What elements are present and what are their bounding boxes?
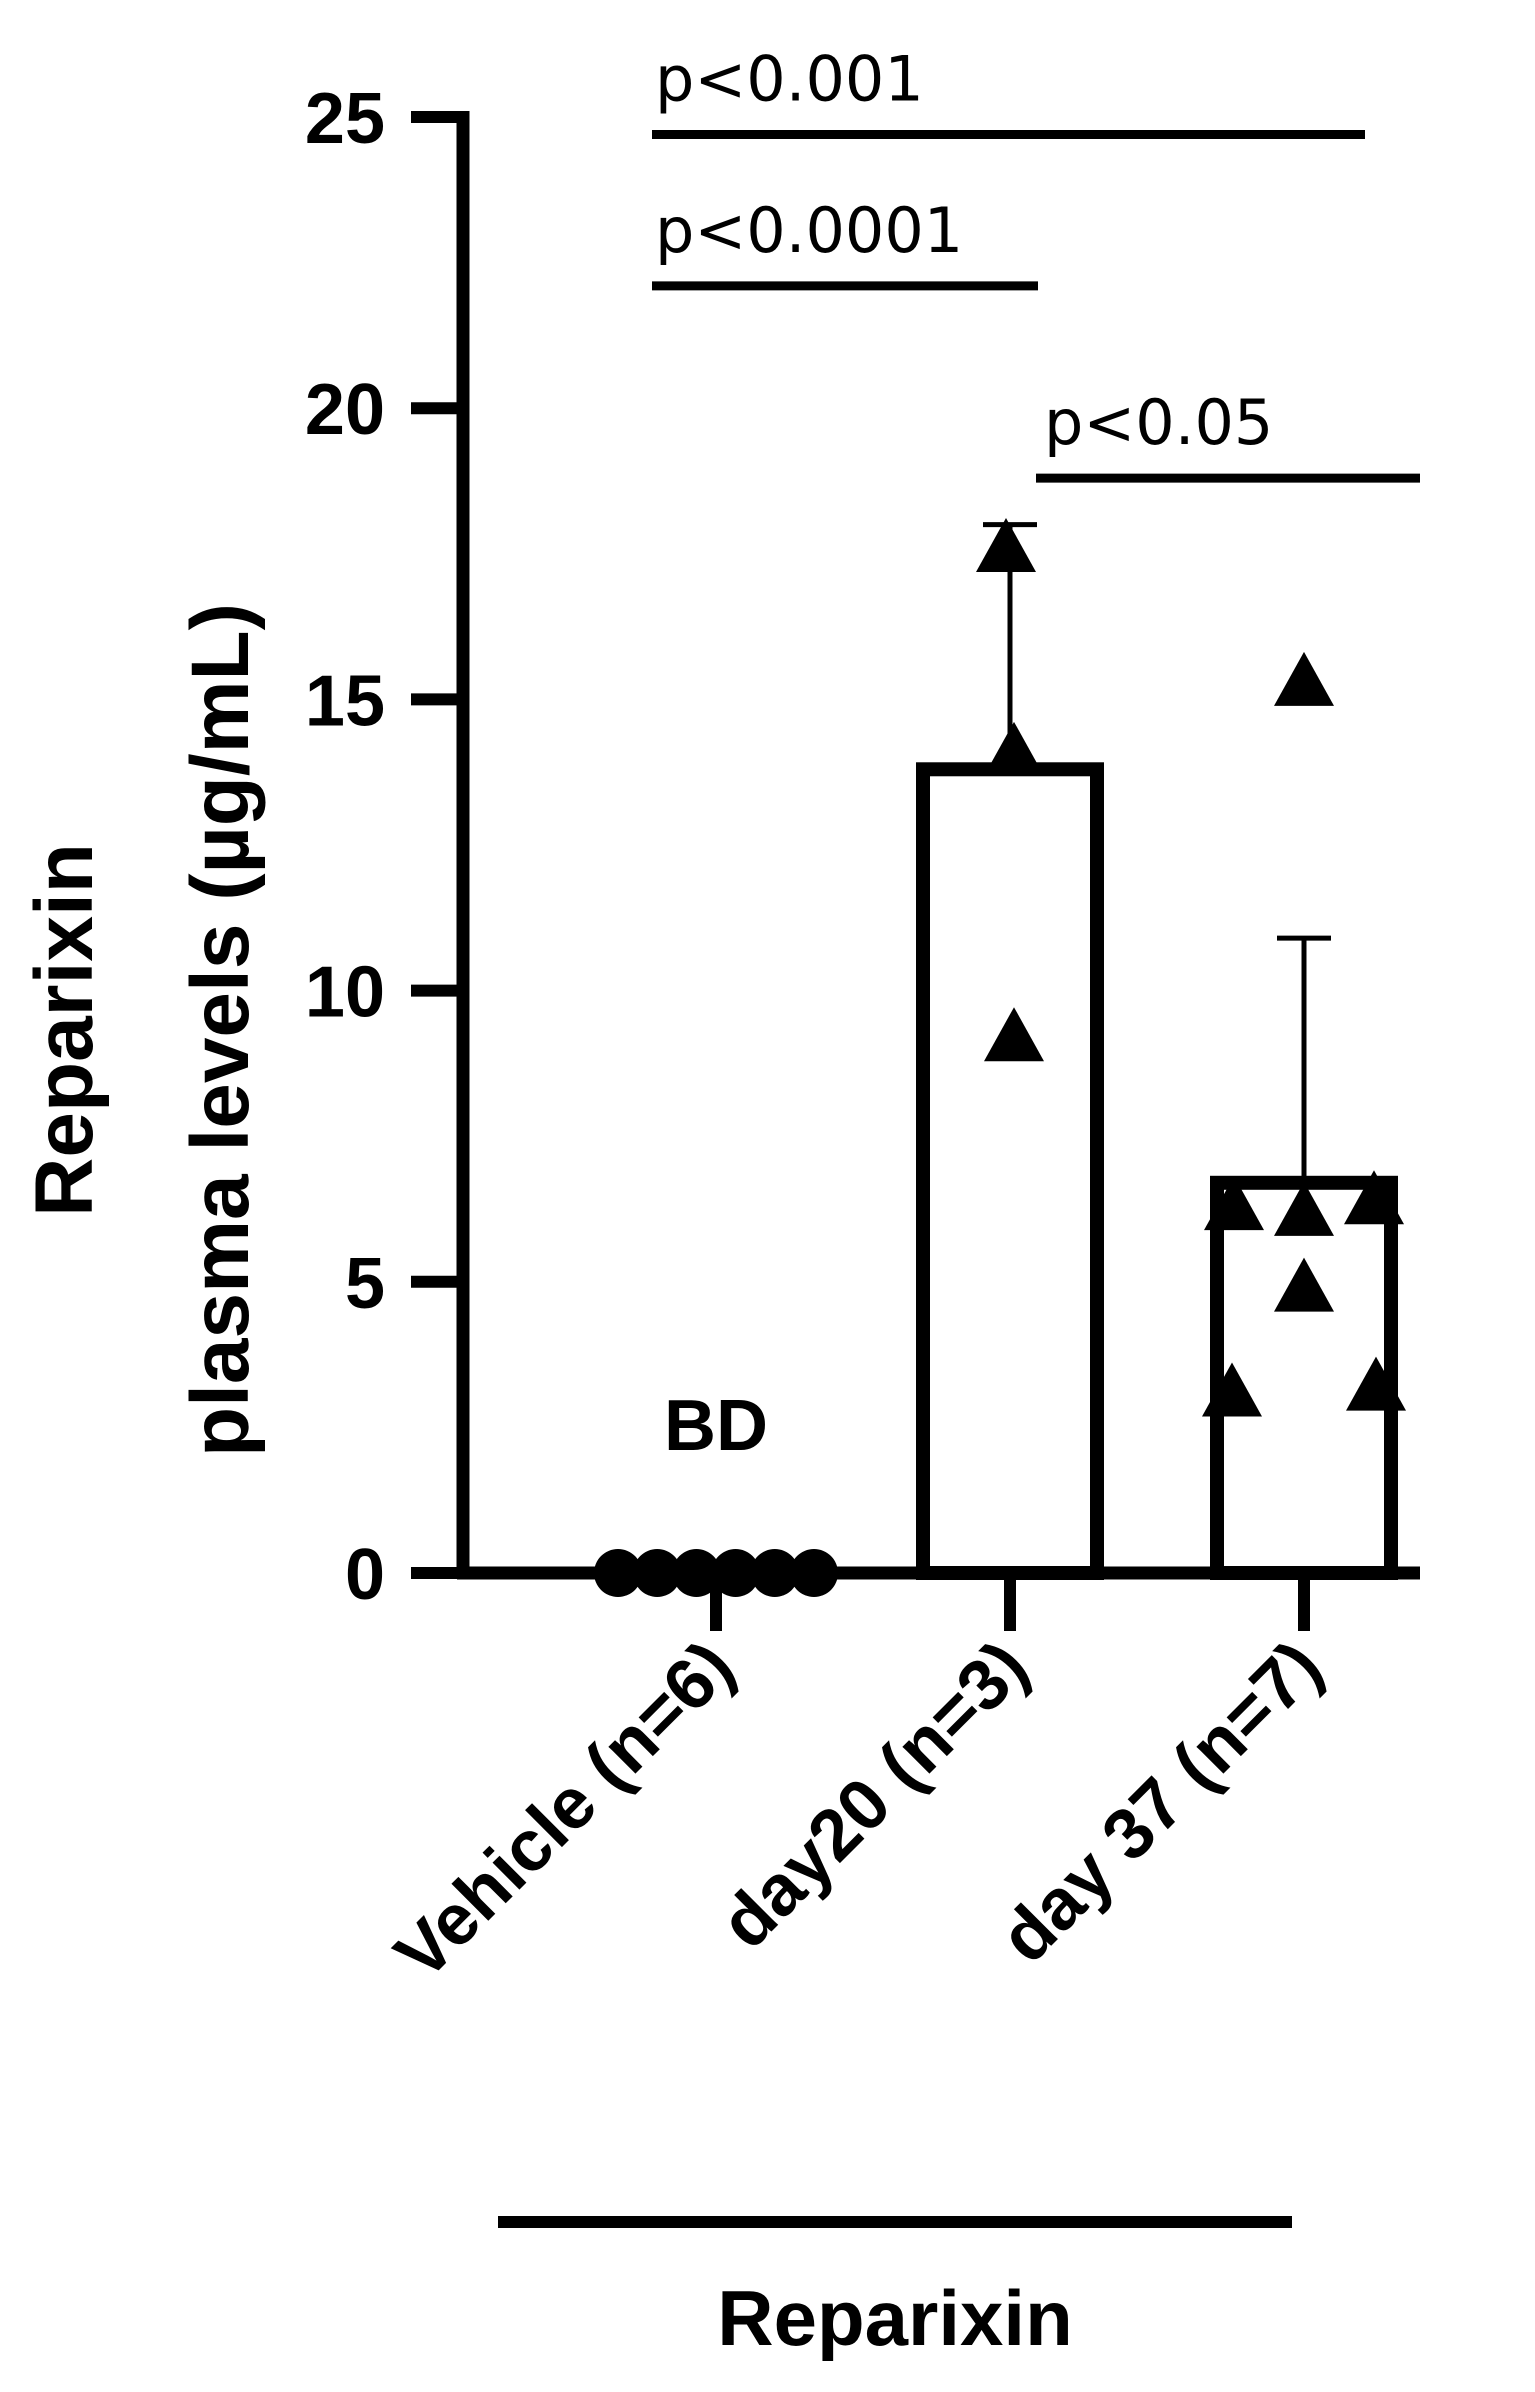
y-tick-label: 0 bbox=[345, 1535, 385, 1615]
y-axis-title: Reparixin plasma levels (µg/mL) bbox=[19, 603, 266, 1457]
y-tick-label: 15 bbox=[305, 661, 385, 741]
data-point-circle bbox=[711, 1549, 760, 1597]
below-detection-label: BD bbox=[664, 1386, 768, 1466]
y-tick-label: 5 bbox=[345, 1244, 385, 1324]
bar bbox=[1210, 1175, 1398, 1580]
data-point-triangle bbox=[976, 517, 1036, 572]
y-axis-title-line1: Reparixin bbox=[19, 843, 110, 1217]
data-point-triangle bbox=[1274, 1181, 1334, 1236]
data-point-circle bbox=[672, 1549, 721, 1597]
y-tick-label: 25 bbox=[305, 79, 385, 159]
data-point-circle bbox=[594, 1549, 642, 1597]
bars bbox=[916, 762, 1398, 1580]
category-label: Vehicle (n=6) bbox=[380, 1626, 749, 1995]
data-point-triangle bbox=[1344, 1170, 1404, 1225]
data-point-triangle bbox=[1204, 1176, 1264, 1231]
significance-brackets: p<0.001 p<0.0001 p<0.05 bbox=[652, 42, 1420, 483]
data-point-triangle bbox=[1346, 1356, 1406, 1411]
y-axis-title-line2: plasma levels (µg/mL) bbox=[175, 603, 266, 1457]
data-point-triangle bbox=[984, 721, 1044, 776]
data-point-triangle bbox=[1202, 1362, 1262, 1417]
data-point-triangle bbox=[1274, 1257, 1334, 1312]
data-point-triangle bbox=[1274, 651, 1334, 706]
data-point-circle bbox=[633, 1549, 682, 1597]
significance-label: p<0.05 bbox=[1044, 386, 1273, 459]
significance-label: p<0.001 bbox=[655, 42, 924, 115]
significance-label: p<0.0001 bbox=[655, 194, 963, 267]
group-bracket-label: Reparixin bbox=[717, 2274, 1072, 2362]
data-points bbox=[594, 517, 1406, 1597]
data-point-triangle bbox=[984, 1007, 1044, 1062]
y-tick-label: 20 bbox=[305, 370, 385, 450]
y-tick-label: 10 bbox=[305, 953, 385, 1033]
category-labels: Vehicle (n=6)day20 (n=3)day 37 (n=7) bbox=[380, 1626, 1337, 1995]
data-point-circle bbox=[750, 1549, 799, 1597]
bar bbox=[916, 762, 1104, 1580]
data-point-circle bbox=[790, 1549, 838, 1597]
y-ticks: 0 5 10 15 20 25 bbox=[305, 79, 463, 1615]
